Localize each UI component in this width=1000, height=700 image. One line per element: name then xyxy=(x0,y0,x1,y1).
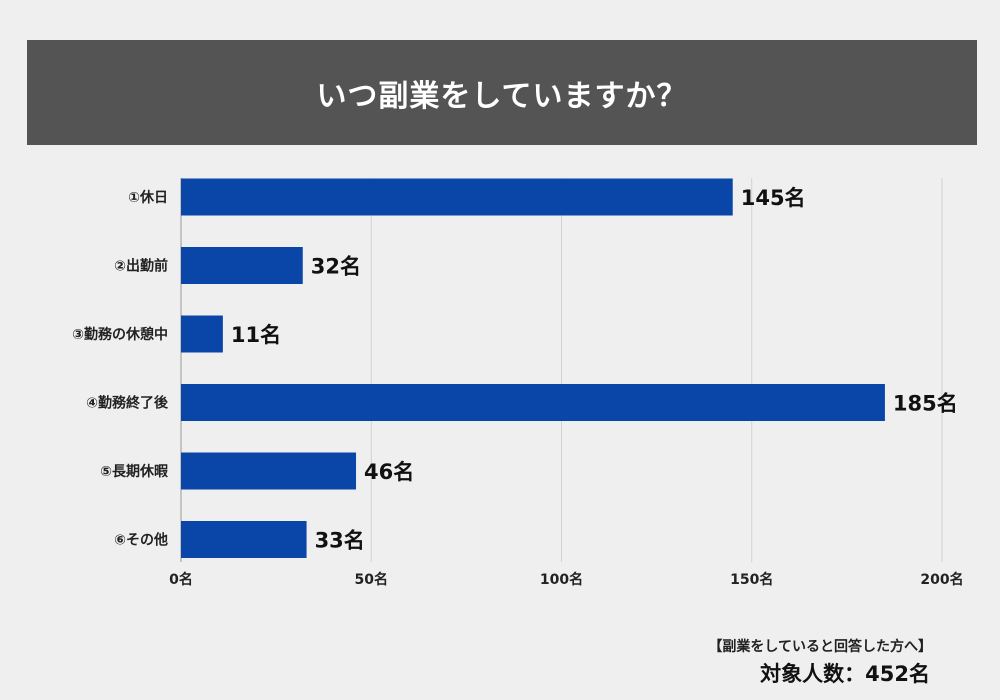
x-tick-label: 50名 xyxy=(355,571,388,588)
respondent-total: 対象人数：452名 xyxy=(760,662,930,686)
bar xyxy=(181,178,733,216)
respondent-note: 【副業をしていると回答した方へ】 xyxy=(708,639,932,655)
bar xyxy=(181,452,357,490)
bar xyxy=(181,315,223,353)
value-label: 33名 xyxy=(315,529,365,553)
title-banner: いつ副業をしていますか？ xyxy=(27,40,977,145)
category-label: ②出勤前 xyxy=(114,258,168,275)
bar xyxy=(181,247,303,284)
value-label: 185名 xyxy=(893,392,958,416)
bar xyxy=(181,521,307,558)
value-label: 32名 xyxy=(311,255,361,279)
x-tick-label: 150名 xyxy=(730,571,773,588)
category-label: ⑤長期休暇 xyxy=(100,463,168,480)
x-tick-label: 100名 xyxy=(540,571,583,588)
value-label: 11名 xyxy=(231,323,281,347)
category-label: ④勤務終了後 xyxy=(86,395,169,412)
category-label: ③勤務の休憩中 xyxy=(72,326,168,343)
chart-title: いつ副業をしていますか？ xyxy=(316,78,688,114)
x-tick-label: 0名 xyxy=(169,571,193,588)
category-label: ①休日 xyxy=(128,189,168,206)
category-label: ⑥その他 xyxy=(114,532,168,549)
x-tick-label: 200名 xyxy=(920,571,963,588)
bar xyxy=(181,384,885,421)
value-label: 46名 xyxy=(364,460,414,484)
value-label: 145名 xyxy=(741,186,806,210)
